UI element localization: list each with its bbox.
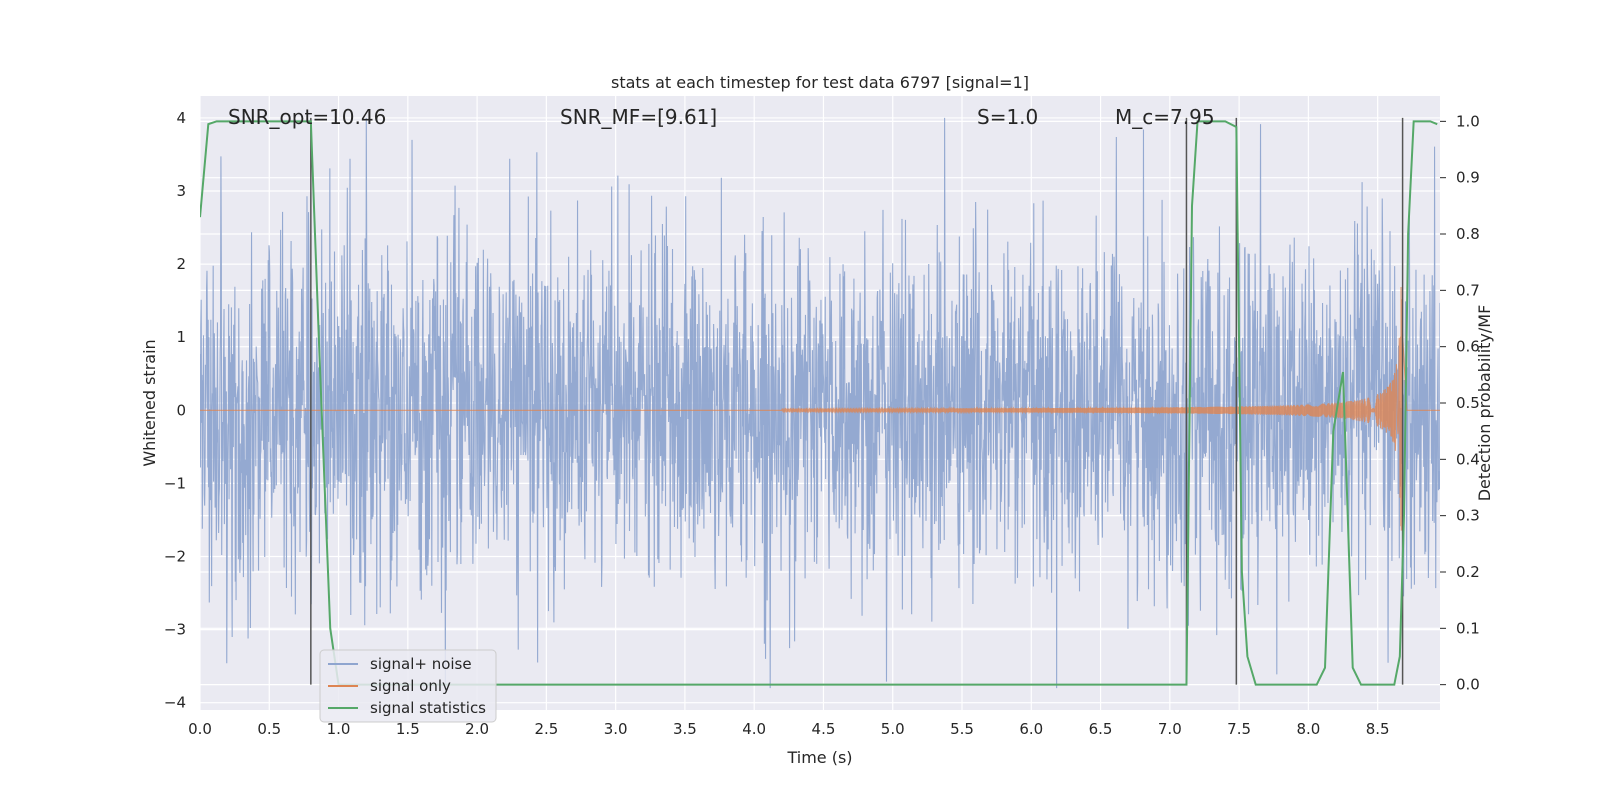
y-axis-title-left: Whitened strain xyxy=(140,339,159,466)
x-tick-label: 2.0 xyxy=(465,720,489,738)
series-signal-only xyxy=(200,286,1440,531)
x-tick-label: 3.0 xyxy=(604,720,628,738)
x-tick-label: 8.5 xyxy=(1366,720,1390,738)
y-tick-label-right: 0.9 xyxy=(1456,169,1480,187)
y-tick-label-left: −1 xyxy=(164,474,186,492)
annotation-s: S=1.0 xyxy=(977,105,1038,129)
y-tick-label-right: 0.3 xyxy=(1456,507,1480,525)
y-axis-title-right: Detection probability/MF xyxy=(1475,305,1494,502)
y-tick-labels-right: 1.0 0.9 0.8 0.7 0.6 0.5 0.4 0.3 0.2 0.1 0.0 xyxy=(1440,112,1480,694)
y-tick-label-left: 3 xyxy=(176,182,186,200)
x-tick-label: 6.0 xyxy=(1019,720,1043,738)
y-tick-label-right: 0.7 xyxy=(1456,281,1480,299)
y-tick-label-left: 2 xyxy=(176,255,186,273)
annotations: SNR_opt=10.46 SNR_MF=[9.61] S=1.0 M_c=7.… xyxy=(228,105,1215,129)
grid-y-right xyxy=(200,120,1440,686)
y-tick-label-right: 0.1 xyxy=(1456,619,1480,637)
x-tick-label: 7.0 xyxy=(1158,720,1182,738)
x-tick-label: 6.5 xyxy=(1089,720,1113,738)
y-tick-label-left: −2 xyxy=(164,548,186,566)
signal-statistics-line xyxy=(200,120,1438,686)
y-tick-labels-left: 4 3 2 1 0 −1 −2 −3 −4 xyxy=(164,109,186,712)
x-tick-label: 1.0 xyxy=(327,720,351,738)
legend-box xyxy=(319,649,497,723)
y-tick-label-right: 0.8 xyxy=(1456,225,1480,243)
series-signal-statistics xyxy=(200,120,1438,686)
signal-noise-line xyxy=(200,117,1440,689)
x-tick-label: 2.5 xyxy=(534,720,558,738)
y-tick-label-right: 0.5 xyxy=(1456,394,1480,412)
legend-label-noise: signal+ noise xyxy=(370,655,472,673)
legend-label-signal: signal only xyxy=(370,677,451,695)
y-tick-label-right: 0.0 xyxy=(1456,676,1480,694)
y-tick-label-left: 0 xyxy=(176,401,186,419)
y-tick-label-left: 1 xyxy=(176,328,186,346)
y-tick-label-right: 0.4 xyxy=(1456,450,1480,468)
x-tick-labels: 0.0 0.5 1.0 1.5 2.0 2.5 3.0 3.5 4.0 4.5 5.0 5.5 6.0 6… xyxy=(188,720,1390,738)
y-tick-label-left: −3 xyxy=(164,621,186,639)
x-tick-label: 0.0 xyxy=(188,720,212,738)
x-tick-label: 4.0 xyxy=(742,720,766,738)
chart-title: stats at each timestep for test data 679… xyxy=(611,73,1029,92)
y-tick-label-left: −4 xyxy=(164,694,186,712)
y-tick-label-right: 0.6 xyxy=(1456,338,1480,356)
x-axis-title: Time (s) xyxy=(786,748,852,767)
x-tick-label: 4.5 xyxy=(812,720,836,738)
x-tick-label: 7.5 xyxy=(1227,720,1251,738)
x-tick-label: 0.5 xyxy=(257,720,281,738)
y-tick-label-left: 4 xyxy=(176,109,186,127)
legend: signal+ noise signal only signal statist… xyxy=(319,649,497,723)
series-signal-noise xyxy=(200,117,1440,689)
y-tick-label-right: 1.0 xyxy=(1456,112,1480,130)
x-tick-label: 1.5 xyxy=(396,720,420,738)
x-tick-label: 5.0 xyxy=(881,720,905,738)
x-tick-label: 8.0 xyxy=(1296,720,1320,738)
legend-label-stats: signal statistics xyxy=(370,699,486,717)
y-tick-label-right: 0.2 xyxy=(1456,563,1480,581)
annotation-mc: M_c=7.95 xyxy=(1115,105,1215,129)
signal-only-line xyxy=(200,286,1440,531)
annotation-snr-opt: SNR_opt=10.46 xyxy=(228,105,386,129)
x-tick-label: 3.5 xyxy=(673,720,697,738)
annotation-snr-mf: SNR_MF=[9.61] xyxy=(560,105,717,129)
x-tick-label: 5.5 xyxy=(950,720,974,738)
